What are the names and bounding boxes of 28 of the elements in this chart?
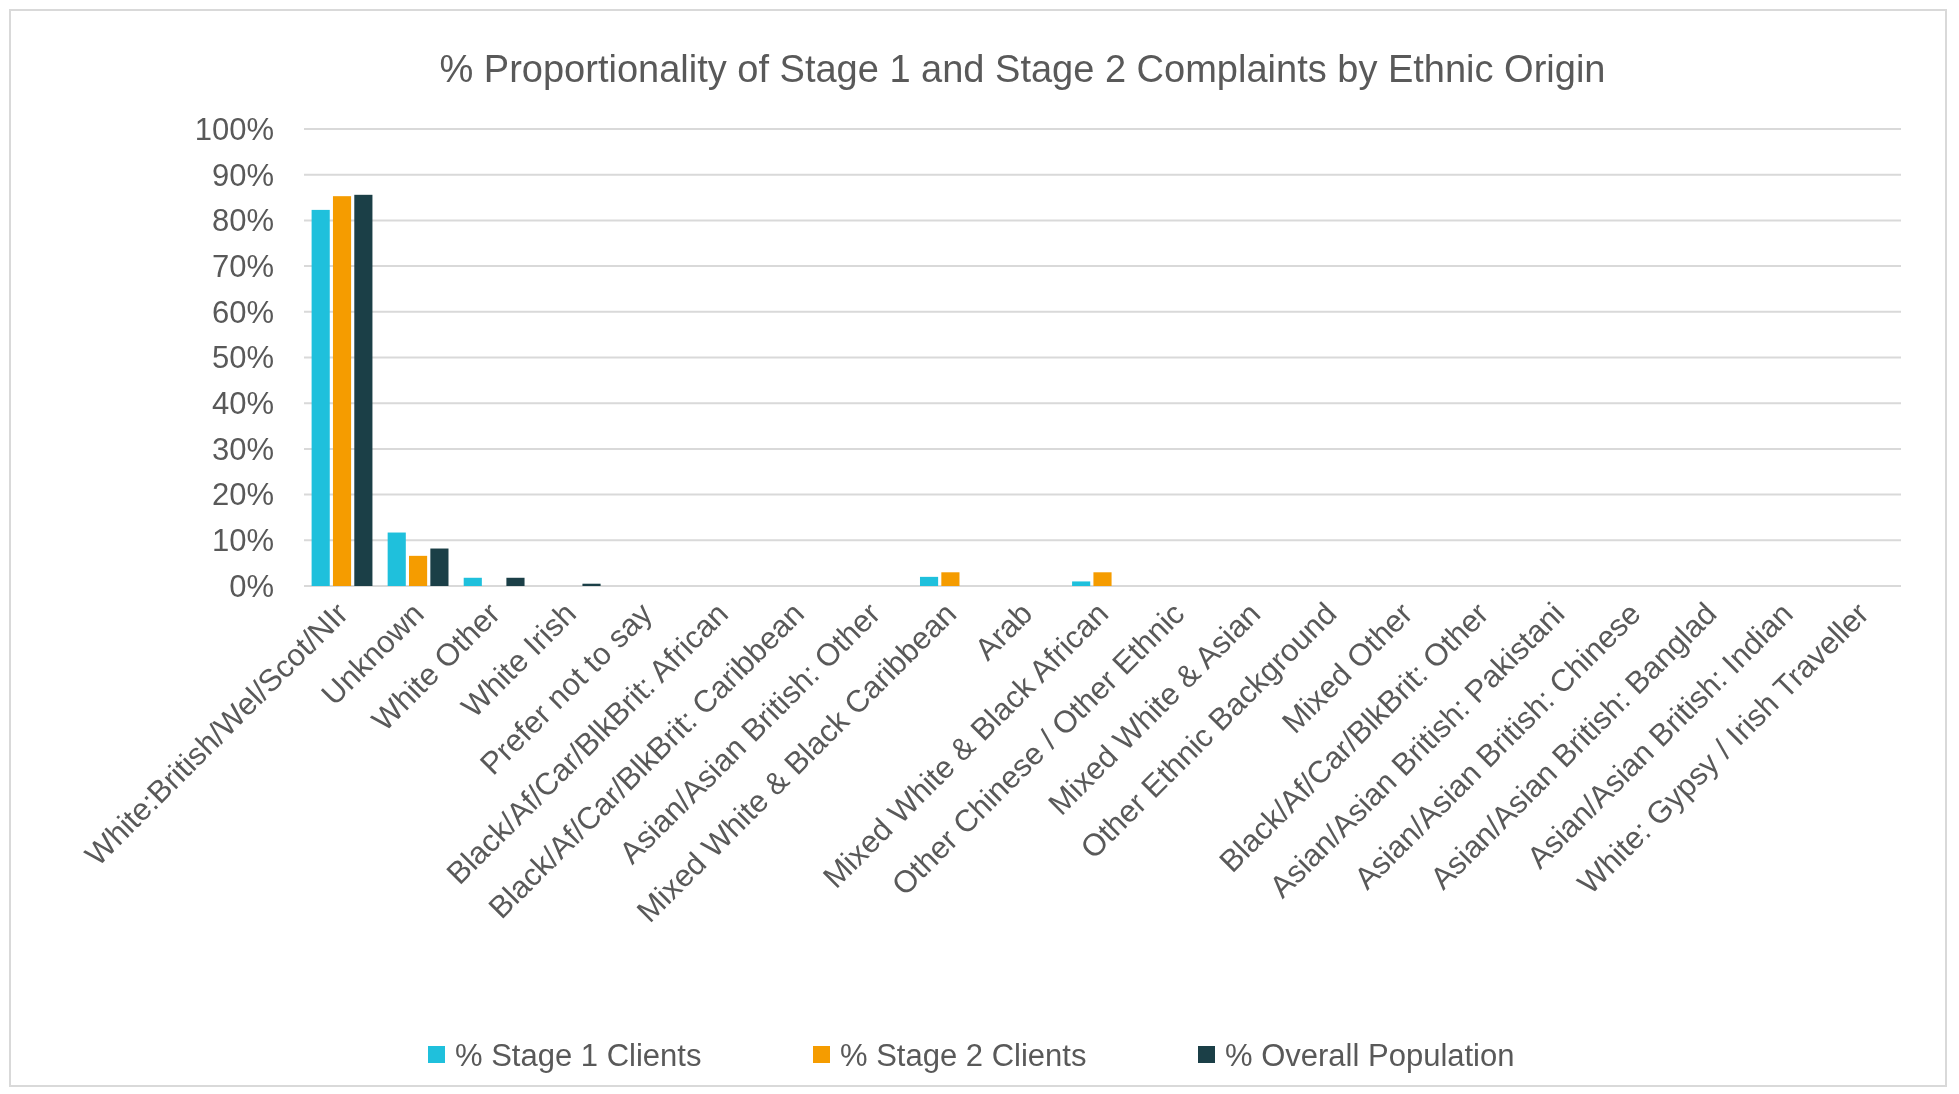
bar [941, 572, 960, 586]
bar [1093, 572, 1112, 586]
bar [919, 576, 939, 586]
y-tick-label: 50% [211, 340, 274, 376]
legend-label: % Stage 1 Clients [455, 1037, 702, 1073]
y-tick-label: 0% [229, 568, 274, 604]
y-tick-label: 100% [194, 111, 274, 147]
y-tick-label: 30% [211, 431, 274, 467]
y-tick-label: 20% [211, 477, 274, 513]
bar [463, 577, 482, 586]
bar [311, 209, 330, 586]
bar [354, 194, 373, 586]
bar [409, 555, 428, 586]
bar [332, 196, 352, 586]
legend-label: % Stage 2 Clients [840, 1037, 1087, 1073]
y-tick-label: 70% [211, 248, 274, 284]
legend-label: % Overall Population [1225, 1037, 1515, 1073]
chart-title: % Proportionality of Stage 1 and Stage 2 Complaints by Ethnic Origin [439, 48, 1606, 90]
bar [430, 548, 449, 586]
bar [582, 583, 601, 586]
bar [1072, 581, 1091, 586]
y-tick-label: 90% [211, 157, 274, 193]
y-tick-label: 60% [211, 294, 274, 330]
bar [506, 577, 525, 586]
y-tick-label: 80% [211, 203, 274, 239]
y-tick-label: 10% [211, 523, 274, 559]
y-tick-label: 40% [211, 386, 274, 422]
bar [387, 532, 406, 586]
